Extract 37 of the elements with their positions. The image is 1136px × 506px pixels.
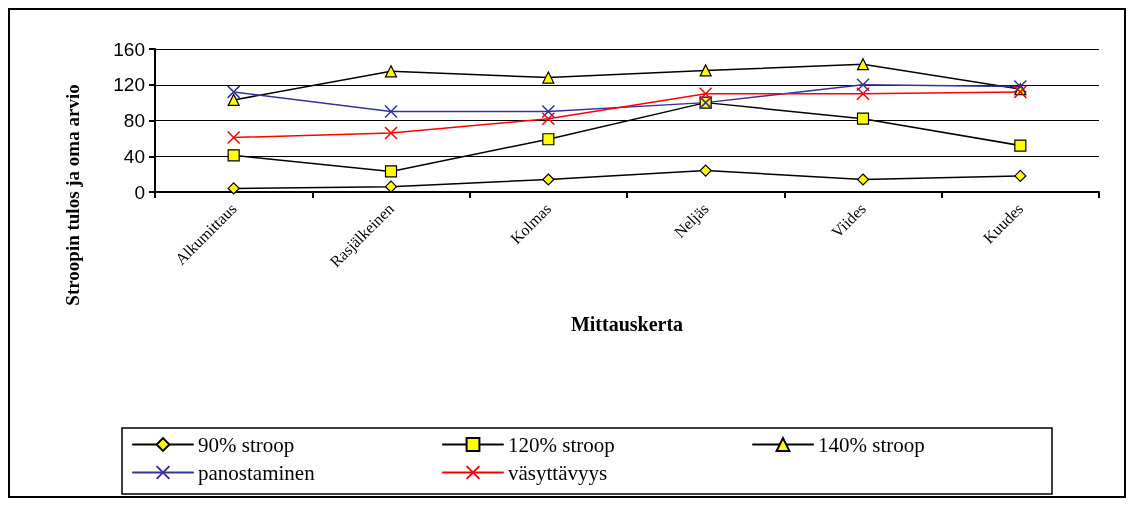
x-axis-title: Mittauskerta: [570, 313, 684, 335]
point: [856, 58, 870, 71]
point: [226, 130, 241, 145]
y-tick-label: 160: [113, 38, 145, 60]
legend-label: 140% stroop: [818, 432, 925, 457]
point: [542, 71, 555, 84]
legend-label: väsyttävyys: [508, 460, 608, 485]
point: [542, 133, 555, 146]
point: [698, 86, 713, 101]
legend-label: 120% stroop: [508, 432, 615, 457]
point: [856, 78, 870, 92]
point: [227, 182, 240, 195]
point: [542, 173, 555, 186]
point: [856, 112, 870, 125]
point: [384, 165, 398, 178]
y-tick-label: 40: [123, 145, 145, 167]
point: [856, 173, 870, 186]
y-tick-label: 80: [123, 110, 145, 131]
point: [541, 104, 556, 119]
point: [227, 93, 240, 107]
point: [541, 111, 556, 126]
point: [1014, 139, 1027, 152]
point: [227, 149, 240, 162]
point: [699, 64, 712, 77]
legend-label: panostaminen: [198, 460, 316, 485]
legend-label: 90% stroop: [198, 432, 295, 457]
y-axis-title: Stroopin tulos ja oma arvio: [61, 84, 83, 306]
point: [226, 85, 241, 99]
point: [384, 126, 398, 140]
point: [384, 104, 398, 119]
point: [384, 180, 398, 193]
point: [856, 86, 870, 101]
y-tick-label: 120: [113, 74, 145, 96]
point: [1014, 169, 1027, 183]
y-tick-label: 0: [134, 181, 145, 203]
point: [699, 164, 712, 177]
point: [384, 65, 398, 78]
